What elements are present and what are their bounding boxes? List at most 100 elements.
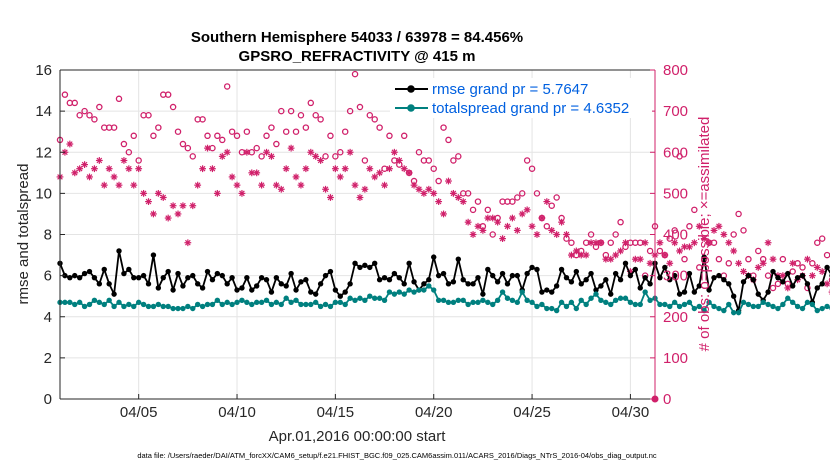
- rmse-point: [391, 270, 398, 277]
- assimilated-obs-point: [558, 218, 565, 226]
- assimilated-obs-point: [725, 239, 733, 247]
- possible-obs-point: [450, 157, 457, 164]
- rmse-point: [145, 281, 152, 287]
- possible-obs-point: [341, 128, 349, 135]
- assimilated-obs-point: [331, 165, 339, 173]
- rmse-point: [367, 264, 373, 271]
- assimilated-obs-point: [587, 239, 595, 247]
- possible-obs-point: [96, 103, 103, 111]
- rmse-point: [721, 277, 727, 283]
- totalspread-point: [180, 305, 186, 312]
- totalspread-point: [588, 295, 594, 301]
- rmse-point: [357, 264, 363, 271]
- totalspread-point: [278, 301, 284, 308]
- assimilated-obs-point: [189, 202, 197, 210]
- rmse-point: [593, 287, 599, 293]
- totalspread-point: [435, 297, 442, 303]
- rmse-point: [780, 279, 786, 285]
- assimilated-obs-point: [577, 251, 585, 259]
- chart-title: Southern Hemisphere 54033 / 63978 = 84.4…: [191, 29, 523, 46]
- rmse-point: [199, 285, 206, 291]
- possible-obs-point: [730, 231, 737, 238]
- possible-obs-point: [199, 116, 206, 123]
- totalspread-point: [131, 303, 137, 310]
- totalspread-point: [106, 297, 112, 303]
- assimilated-obs-point: [784, 284, 792, 292]
- assimilated-obs-point: [459, 198, 467, 205]
- assimilated-obs-point: [199, 165, 207, 173]
- rmse-point: [657, 274, 663, 281]
- totalspread-point: [406, 287, 412, 293]
- rmse-point: [327, 268, 334, 275]
- legend-spread-label: totalspread grand pr = 4.6352: [432, 100, 629, 117]
- possible-obs-point: [297, 111, 305, 119]
- totalspread-point: [303, 301, 309, 308]
- assimilated-obs-point: [174, 210, 182, 218]
- rmse-point: [765, 289, 771, 295]
- assimilated-obs-point: [445, 177, 452, 185]
- totalspread-point: [111, 303, 117, 310]
- rmse-point: [293, 287, 299, 293]
- totalspread-point: [691, 305, 698, 312]
- rmse-point: [455, 256, 462, 262]
- totalspread-point: [573, 305, 580, 312]
- rmse-point: [460, 277, 466, 283]
- assimilated-obs-point: [508, 214, 516, 222]
- totalspread-point: [322, 301, 329, 308]
- assimilated-obs-point: [754, 264, 762, 271]
- possible-obs-point: [278, 107, 285, 115]
- assimilated-obs-point: [617, 247, 624, 255]
- totalspread-point: [116, 299, 122, 306]
- rmse-point: [804, 281, 811, 287]
- possible-obs-point: [528, 165, 536, 172]
- assimilated-obs-point: [381, 181, 388, 189]
- possible-obs-point: [533, 190, 541, 197]
- possible-obs-point: [86, 111, 93, 119]
- rmse-point: [376, 277, 383, 283]
- totalspread-point: [603, 299, 609, 306]
- totalspread-point: [504, 295, 511, 301]
- rmse-point: [121, 270, 127, 277]
- possible-obs-point: [376, 124, 383, 131]
- rmse-point: [794, 274, 801, 281]
- totalspread-point: [711, 303, 717, 310]
- possible-obs-point: [179, 140, 187, 148]
- rmse-point: [485, 266, 491, 273]
- totalspread-point: [612, 297, 619, 303]
- assimilated-obs-point: [518, 210, 526, 218]
- assimilated-obs-point: [213, 189, 221, 197]
- possible-obs-point: [145, 111, 152, 119]
- x-tick-label: 04/10: [218, 404, 256, 421]
- rmse-point: [617, 277, 624, 283]
- assimilated-obs-point: [804, 255, 811, 263]
- totalspread-point: [391, 291, 398, 297]
- totalspread-point: [475, 299, 481, 306]
- totalspread-point: [67, 299, 73, 306]
- rmse-point: [480, 291, 486, 297]
- rmse-point: [475, 274, 481, 281]
- possible-obs-point: [214, 132, 221, 140]
- assimilated-obs-point: [504, 222, 511, 230]
- rmse-point: [204, 268, 211, 275]
- rmse-point: [185, 274, 191, 281]
- possible-obs-point: [361, 157, 369, 164]
- rmse-point: [298, 279, 304, 285]
- totalspread-point: [263, 297, 270, 303]
- possible-obs-point: [425, 157, 433, 164]
- assimilated-obs-point: [420, 189, 428, 197]
- assimilated-obs-point: [759, 259, 767, 267]
- possible-obs-point: [169, 103, 177, 111]
- totalspread-point: [445, 299, 452, 306]
- totalspread-point: [553, 307, 560, 314]
- rmse-point: [534, 266, 540, 273]
- totalspread-point: [190, 305, 196, 312]
- rmse-point: [219, 272, 225, 279]
- assimilated-obs-point: [415, 185, 423, 193]
- assimilated-obs-point: [238, 189, 246, 197]
- rmse-point: [745, 272, 752, 279]
- assimilated-obs-point: [263, 148, 270, 156]
- assimilated-obs-point: [209, 165, 216, 173]
- totalspread-point: [662, 301, 668, 308]
- possible-obs-point: [464, 190, 472, 197]
